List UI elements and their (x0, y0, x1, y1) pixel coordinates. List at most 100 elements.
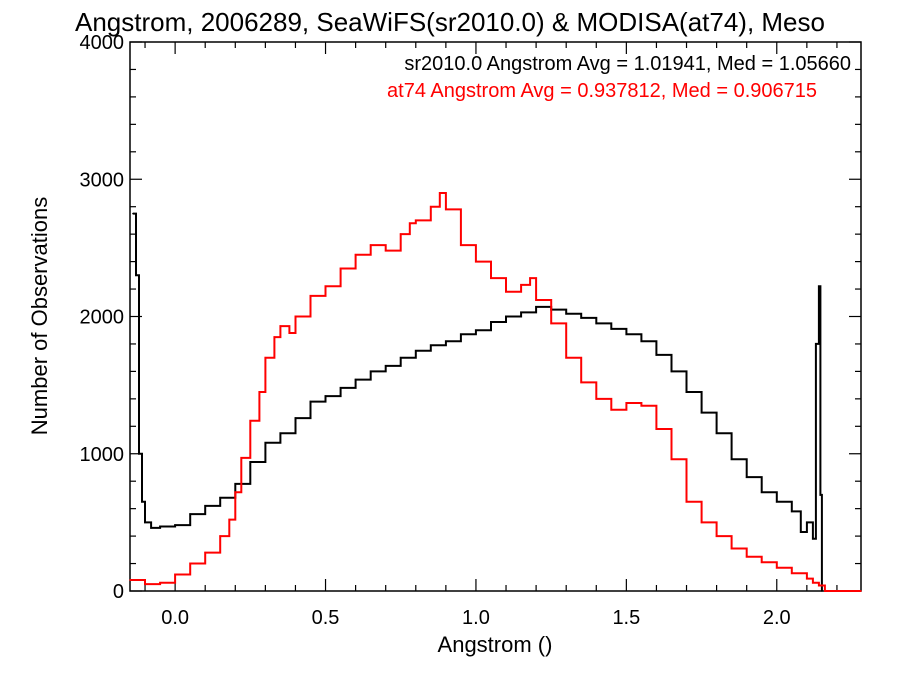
point-sr2010 (219, 496, 221, 499)
point-at74 (445, 208, 447, 211)
point-at74 (144, 583, 146, 585)
point-at74 (670, 458, 673, 461)
point-sr2010 (399, 356, 402, 359)
point-sr2010 (138, 453, 140, 455)
point-at74 (219, 535, 221, 537)
series-line-sr2010 (133, 212, 823, 591)
point-sr2010 (135, 274, 137, 277)
point-at74 (264, 356, 267, 359)
point-at74 (475, 260, 477, 263)
point-sr2010 (204, 505, 206, 507)
point-at74 (776, 566, 778, 569)
point-sr2010 (415, 350, 417, 352)
point-at74 (439, 192, 441, 194)
point-sr2010 (565, 313, 567, 315)
point-sr2010 (505, 315, 507, 318)
point-sr2010 (174, 524, 176, 526)
point-at74 (240, 457, 243, 459)
chart-title: Angstrom, 2006289, SeaWiFS(sr2010.0) & M… (75, 7, 825, 37)
point-at74 (288, 332, 291, 334)
point-at74 (860, 590, 862, 592)
point-sr2010 (700, 411, 703, 414)
y-axis-label: Number of Observations (27, 197, 52, 435)
y-tick-label: 4000 (80, 32, 125, 54)
x-tick-labels: 0.0 0.5 1.0 1.5 2.0 (161, 607, 790, 629)
point-sr2010 (535, 306, 537, 308)
point-sr2010 (610, 328, 613, 330)
point-sr2010 (818, 285, 820, 288)
point-sr2010 (625, 333, 628, 336)
point-sr2010 (144, 521, 146, 524)
point-sr2010 (324, 395, 327, 397)
annotation-sr2010: sr2010.0 Angstrom Avg = 1.01941, Med = 1… (404, 53, 851, 75)
point-sr2010 (815, 343, 817, 345)
point-sr2010 (580, 317, 582, 319)
point-sr2010 (339, 387, 342, 389)
point-at74 (369, 244, 372, 246)
point-at74 (550, 322, 552, 325)
point-sr2010 (800, 531, 802, 533)
point-sr2010 (595, 322, 598, 325)
y-tick-label: 2000 (80, 307, 125, 329)
point-at74 (159, 582, 161, 584)
point-sr2010 (685, 391, 688, 393)
point-sr2010 (384, 365, 387, 367)
point-at74 (460, 244, 462, 246)
point-at74 (610, 409, 613, 411)
point-at74 (580, 381, 582, 384)
point-at74 (249, 420, 252, 422)
point-at74 (505, 291, 507, 293)
point-at74 (640, 404, 643, 407)
point-sr2010 (369, 370, 372, 373)
point-at74 (174, 573, 176, 576)
point-at74 (204, 551, 206, 554)
point-sr2010 (430, 344, 432, 347)
point-sr2010 (249, 461, 252, 463)
point-sr2010 (760, 491, 763, 494)
series-line-at74 (130, 192, 861, 592)
point-sr2010 (812, 538, 814, 540)
point-at74 (745, 555, 748, 558)
point-sr2010 (806, 521, 808, 524)
series-group (129, 192, 862, 592)
y-tick-labels: 0 1000 2000 3000 4000 (80, 32, 125, 603)
point-at74 (234, 491, 237, 494)
point-at74 (529, 277, 531, 279)
point-sr2010 (670, 370, 673, 373)
axis-ticks (130, 41, 861, 592)
point-at74 (535, 299, 537, 301)
x-axis-label: Angstrom () (438, 632, 553, 657)
point-at74 (520, 284, 522, 286)
point-sr2010 (309, 400, 312, 403)
point-at74 (409, 222, 411, 224)
point-at74 (806, 577, 808, 580)
point-sr2010 (460, 333, 462, 336)
point-at74 (324, 285, 327, 288)
point-at74 (279, 325, 282, 327)
point-at74 (258, 391, 261, 393)
point-sr2010 (730, 458, 733, 461)
point-at74 (294, 315, 297, 318)
annotation-at74: at74 Angstrom Avg = 0.937812, Med = 0.90… (387, 80, 817, 102)
point-at74 (812, 582, 814, 584)
point-at74 (415, 219, 417, 222)
point-at74 (715, 535, 718, 537)
point-at74 (384, 249, 387, 252)
point-at74 (189, 562, 191, 565)
point-sr2010 (791, 510, 793, 513)
point-sr2010 (189, 513, 191, 515)
point-sr2010 (354, 378, 357, 381)
plot-frame (129, 41, 862, 592)
point-at74 (129, 579, 131, 581)
point-at74 (655, 428, 658, 430)
point-sr2010 (520, 311, 522, 314)
point-sr2010 (279, 432, 282, 435)
point-sr2010 (150, 527, 152, 529)
point-at74 (685, 501, 688, 503)
point-at74 (565, 356, 567, 359)
point-sr2010 (715, 432, 718, 435)
point-sr2010 (475, 329, 477, 332)
point-at74 (818, 584, 820, 587)
point-at74 (228, 518, 231, 521)
